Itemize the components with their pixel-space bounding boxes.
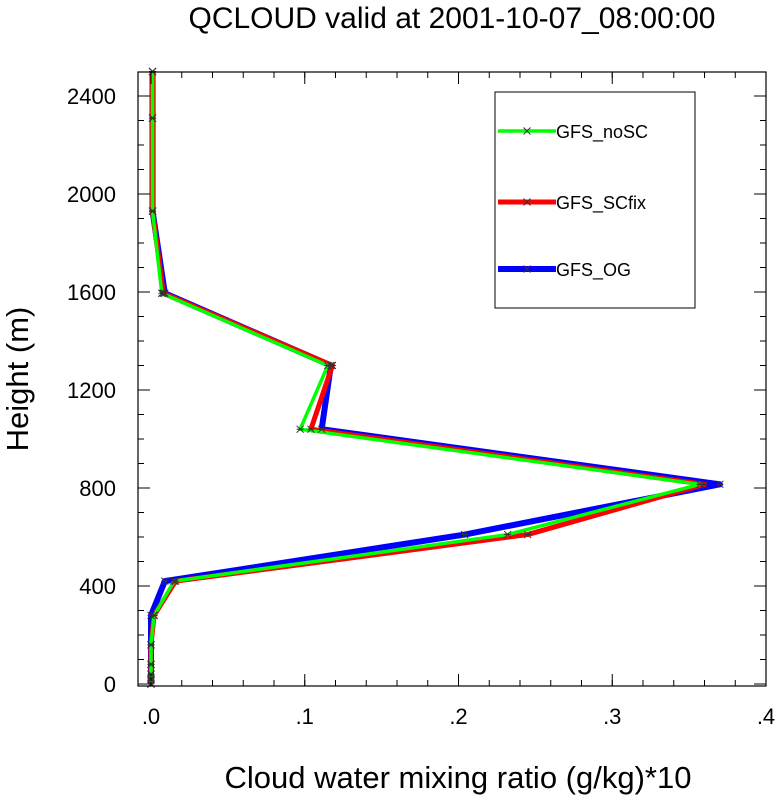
y-tick-label: 800 (79, 476, 116, 501)
legend-label-GFS_OG: GFS_OG (556, 260, 631, 281)
series-point (460, 530, 469, 539)
series-point (147, 640, 155, 649)
series-point (171, 577, 180, 585)
legend-marker (523, 127, 531, 135)
y-tick-label: 2000 (67, 182, 116, 207)
series-point (160, 289, 169, 298)
legend-label-GFS_noSC: GFS_noSC (556, 122, 648, 143)
series-point (296, 425, 304, 434)
y-tick-label: 0 (104, 672, 116, 697)
plot-frame (137, 71, 767, 687)
series-point (716, 480, 724, 489)
series-point (147, 611, 155, 620)
x-axis-label: Cloud water mixing ratio (g/kg)*10 (225, 760, 692, 795)
x-tick-label: .4 (757, 704, 775, 729)
series-point (160, 577, 169, 585)
x-tick-label: .0 (142, 704, 160, 729)
chart-title: QCLOUD valid at 2001-10-07_08:00:00 (189, 2, 716, 35)
y-tick-label: 2400 (67, 84, 116, 109)
y-tick-label: 400 (79, 574, 116, 599)
series-point (327, 361, 335, 370)
x-tick-label: .3 (603, 704, 621, 729)
y-axis-label: Height (m) (0, 307, 35, 452)
series-point (317, 425, 326, 434)
y-axis-ticks: 0 400 800 1200 1600 2000 2400 (67, 84, 766, 697)
x-axis-ticks: .0 .1 .2 .3 .4 (142, 72, 775, 729)
y-tick-label: 1200 (67, 378, 116, 403)
legend-marker (523, 265, 531, 273)
y-tick-label: 1600 (67, 280, 116, 305)
legend: GFS_noSC GFS_SCfix GFS_OG (494, 91, 696, 309)
series-point (147, 660, 155, 669)
x-tick-label: .1 (296, 704, 314, 729)
x-tick-label: .2 (449, 704, 467, 729)
legend-marker (523, 198, 531, 206)
series-point (700, 480, 709, 489)
series-point (503, 530, 512, 539)
series-point (148, 114, 157, 122)
legend-label-GFS_SCfix: GFS_SCfix (556, 193, 646, 214)
series-point (148, 207, 157, 216)
series-point (523, 530, 532, 539)
series-point (307, 425, 315, 434)
